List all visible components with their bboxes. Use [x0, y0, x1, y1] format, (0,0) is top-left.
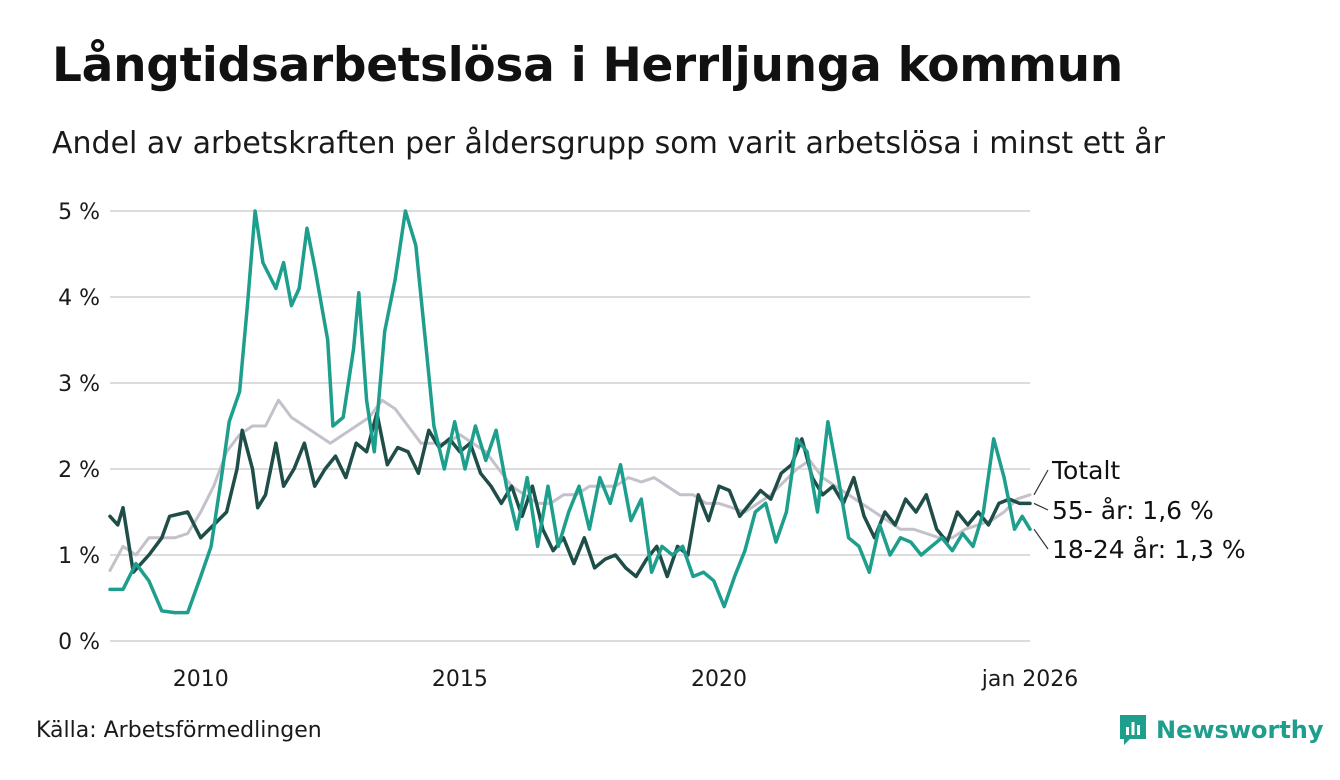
- series-label-total: Totalt: [1051, 456, 1120, 485]
- brand-logo[interactable]: Newsworthy: [1118, 712, 1324, 748]
- label-layer: 0 % 1 % 2 % 3 % 4 % 5 % 2010 2015 2020 jan 2026 To…: [58, 200, 1246, 692]
- x-tick-label: 2010: [173, 667, 229, 692]
- x-tick-label: jan 2026: [981, 667, 1079, 692]
- leader-line-total: [1033, 469, 1049, 496]
- leader-line-age55: [1033, 502, 1049, 511]
- grid-layer: [110, 210, 1030, 642]
- series-label-age55: 55- år: 1,6 %: [1052, 496, 1214, 525]
- series-line-age18_24: [108, 209, 1032, 615]
- chart-title: Långtidsarbetslösa i Herrljunga kommun: [52, 38, 1123, 93]
- leader-line-age18_24: [1033, 528, 1049, 550]
- source-note: Källa: Arbetsförmedlingen: [36, 718, 322, 743]
- y-tick-label: 5 %: [58, 200, 100, 225]
- y-tick-label: 1 %: [58, 544, 100, 569]
- x-tick-label: 2020: [691, 667, 747, 692]
- series-label-age18_24: 18-24 år: 1,3 %: [1052, 535, 1246, 564]
- series-line-total: [108, 398, 1032, 572]
- line-chart: 0 % 1 % 2 % 3 % 4 % 5 % 2010 2015 2020 jan 2026 To…: [58, 200, 1246, 692]
- y-tick-label: 4 %: [58, 286, 100, 311]
- series-layer: [108, 209, 1032, 615]
- newsworthy-logo-icon: [1120, 715, 1146, 745]
- x-tick-label: 2015: [432, 667, 488, 692]
- brand-name: Newsworthy: [1156, 716, 1324, 744]
- y-tick-label: 3 %: [58, 372, 100, 397]
- y-tick-label: 2 %: [58, 458, 100, 483]
- chart-subtitle: Andel av arbetskraften per åldersgrupp s…: [52, 126, 1165, 161]
- y-tick-label: 0 %: [58, 630, 100, 655]
